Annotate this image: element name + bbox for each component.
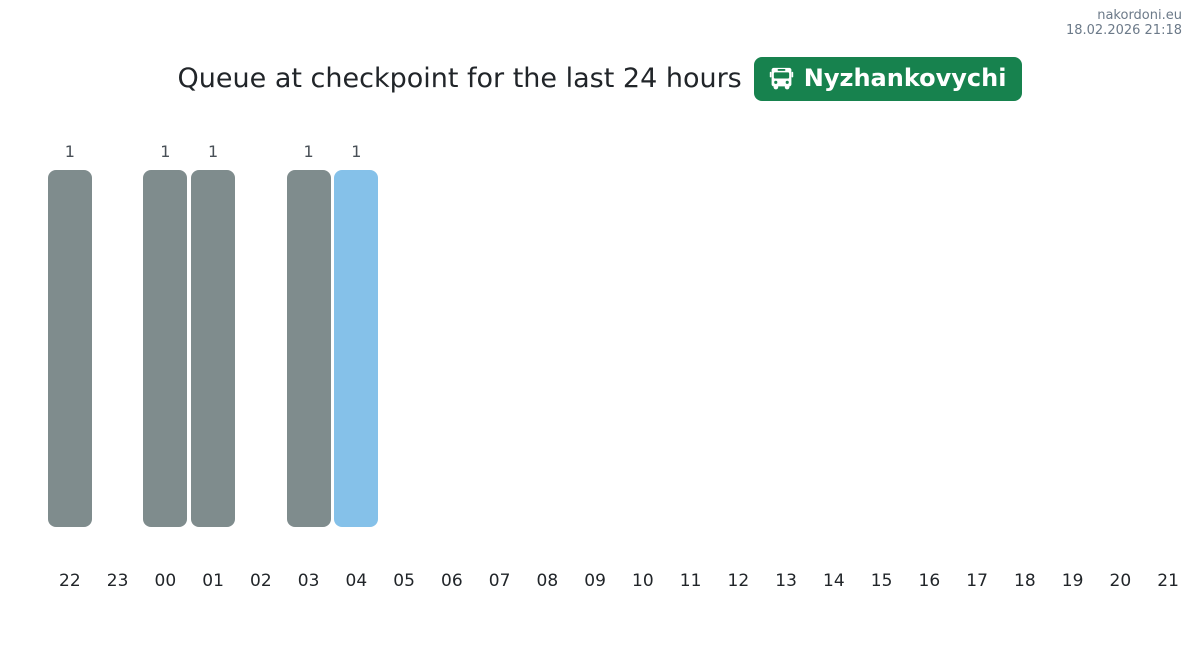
hour-label: 19	[1061, 571, 1084, 591]
site-credit: nakordoni.eu 18.02.2026 21:18	[1066, 8, 1182, 39]
bar-value-label: 1	[160, 142, 171, 161]
hour-label: 07	[488, 571, 511, 591]
hour-label: 18	[1014, 571, 1036, 591]
bar[interactable]	[47, 170, 92, 527]
bar-slot: 1	[142, 144, 190, 527]
hour-label: 13	[775, 571, 797, 591]
bar-value-label: 1	[64, 142, 75, 161]
bar-value-label: 1	[303, 142, 314, 161]
hour-label: 10	[632, 571, 654, 591]
hour-label: 00	[154, 571, 177, 591]
bar-slots: 1 1 1 1 1	[46, 140, 1192, 527]
hour-label: 09	[584, 571, 606, 591]
hour-label: 06	[441, 571, 463, 591]
title-row: Queue at checkpoint for the last 24 hour…	[0, 57, 1200, 101]
hour-label: 16	[918, 571, 941, 591]
hour-label: 22	[59, 571, 81, 591]
site-timestamp: 18.02.2026 21:18	[1065, 23, 1182, 39]
hour-label: 20	[1109, 571, 1132, 591]
bar-slot: 1	[46, 144, 94, 527]
site-name: nakordoni.eu	[1097, 8, 1182, 23]
hour-label: 05	[393, 571, 415, 591]
hour-label: 21	[1157, 571, 1179, 591]
hour-label: 08	[536, 571, 559, 591]
hour-labels: 22 23 00 01 02 03 04 05 06 07 08 09 10 11 12 13 14 15 16 17…	[46, 571, 1192, 591]
bar[interactable]	[286, 170, 331, 527]
hour-label: 04	[345, 571, 368, 591]
hour-label: 01	[202, 571, 224, 591]
hour-label: 14	[823, 571, 845, 591]
bar-slot: 1	[189, 144, 237, 527]
checkpoint-badge-label: Nyzhankovychi	[803, 64, 1007, 92]
bar-slot: 1	[285, 144, 333, 527]
checkpoint-badge[interactable]: Nyzhankovychi	[753, 57, 1023, 101]
bar[interactable]	[143, 170, 188, 527]
bar[interactable]	[191, 170, 236, 527]
bus-icon	[768, 65, 795, 92]
hour-label: 17	[966, 571, 988, 591]
bar-value-label: 1	[351, 142, 362, 161]
hour-label: 15	[870, 571, 893, 591]
hour-label: 12	[727, 571, 750, 591]
hour-label: 11	[679, 571, 702, 591]
hour-label: 03	[297, 571, 320, 591]
hour-label: 23	[106, 571, 129, 591]
chart-title: Queue at checkpoint for the last 24 hour…	[177, 63, 742, 95]
bar-slot: 1	[333, 144, 381, 527]
bar[interactable]	[334, 170, 379, 527]
hour-label: 02	[250, 571, 272, 591]
bar-value-label: 1	[208, 142, 219, 161]
